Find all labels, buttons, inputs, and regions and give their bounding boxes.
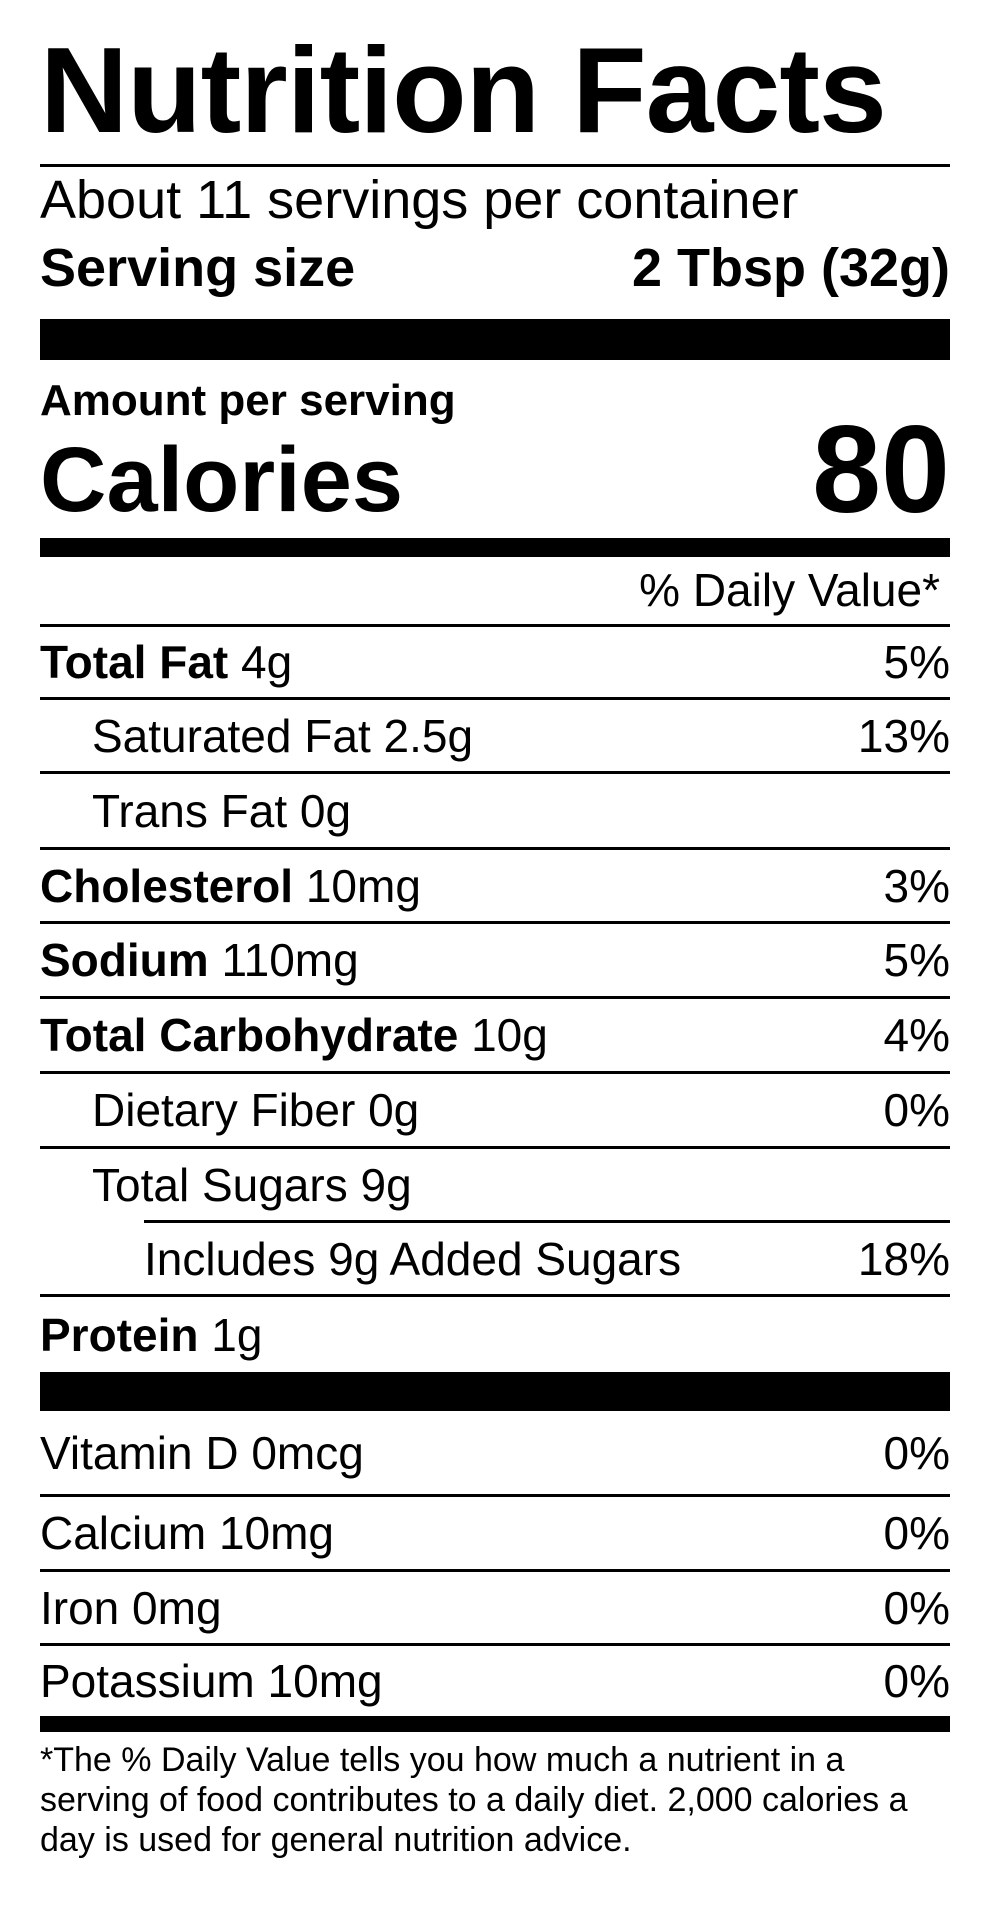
nutrient-name: Calcium xyxy=(40,1507,207,1559)
nutrient-amount: 4g xyxy=(241,636,293,688)
serving-size-value: 2 Tbsp (32g) xyxy=(631,238,950,298)
nutrient-name: Total Fat xyxy=(40,636,229,688)
nutrient-dv: 0% xyxy=(883,1507,950,1559)
divider xyxy=(40,1569,950,1572)
nutrient-dv: 5% xyxy=(883,934,950,986)
nutrient-name: Dietary Fiber xyxy=(92,1084,356,1136)
serving-size-row: Serving size 2 Tbsp (32g) xyxy=(40,236,950,300)
divider xyxy=(40,624,950,627)
nutrient-dv: 0% xyxy=(883,1426,950,1479)
nutrient-row-saturated-fat: Saturated Fat 2.5g 13% xyxy=(40,700,950,771)
nutrient-row-sodium: Sodium 110mg 5% xyxy=(40,924,950,996)
nutrient-name: Protein xyxy=(40,1308,199,1361)
nutrient-amount: 10mg xyxy=(305,859,421,912)
divider xyxy=(40,164,950,167)
divider xyxy=(40,697,950,700)
nutrient-amount: 0mcg xyxy=(251,1426,364,1479)
nutrient-row-cholesterol: Cholesterol 10mg 3% xyxy=(40,850,950,921)
divider xyxy=(144,1220,950,1223)
nutrient-amount: 10g xyxy=(471,1009,548,1061)
calories-row: Calories 80 xyxy=(40,405,950,535)
divider xyxy=(40,1071,950,1074)
nutrient-amount: 9g xyxy=(360,1158,412,1211)
nutrient-name: Total Carbohydrate xyxy=(40,1009,459,1061)
nutrient-name: Potassium xyxy=(40,1655,255,1707)
nutrient-row-dietary-fiber: Dietary Fiber 0g 0% xyxy=(40,1074,950,1146)
nutrient-name: Iron xyxy=(40,1581,120,1634)
nutrient-amount: 0g xyxy=(299,784,352,837)
nutrient-row-added-sugars: Includes 9g Added Sugars 18% xyxy=(40,1223,950,1294)
calories-label: Calories xyxy=(40,429,404,531)
micronutrient-row-iron: Iron 0mg 0% xyxy=(40,1572,950,1643)
servings-per-container: About 11 servings per container xyxy=(40,170,799,230)
thick-divider xyxy=(40,319,950,360)
nutrient-dv: 3% xyxy=(883,859,950,912)
nutrient-dv: 5% xyxy=(883,636,950,688)
nutrient-row-protein: Protein 1g xyxy=(40,1297,950,1372)
nutrient-amount: 0mg xyxy=(132,1581,222,1634)
nutrient-amount: 10mg xyxy=(218,1507,335,1559)
nutrient-dv: 0% xyxy=(883,1084,950,1136)
divider xyxy=(40,1294,950,1297)
micronutrient-row-potassium: Potassium 10mg 0% xyxy=(40,1646,950,1716)
nutrient-amount: 110mg xyxy=(221,934,359,986)
nutrient-amount: 1g xyxy=(211,1308,263,1361)
micronutrient-row-calcium: Calcium 10mg 0% xyxy=(40,1497,950,1569)
nutrient-name: Total Sugars xyxy=(92,1158,348,1211)
footnote: *The % Daily Value tells you how much a … xyxy=(40,1741,908,1859)
nutrient-row-total-sugars: Total Sugars 9g xyxy=(40,1149,950,1220)
medium-divider xyxy=(40,1716,950,1732)
divider xyxy=(40,1494,950,1497)
nutrient-amount: 10mg xyxy=(267,1655,383,1707)
nutrient-name: Sodium xyxy=(40,934,209,986)
nutrient-name: Saturated Fat xyxy=(92,709,371,762)
micronutrient-row-vitamin-d: Vitamin D 0mcg 0% xyxy=(40,1411,950,1494)
divider xyxy=(40,847,950,850)
amount-per-serving: Amount per serving xyxy=(40,376,456,425)
nutrient-row-trans-fat: Trans Fat 0g xyxy=(40,774,950,847)
nutrient-dv: 0% xyxy=(883,1581,950,1634)
divider xyxy=(40,1643,950,1646)
divider xyxy=(40,996,950,999)
serving-size-label: Serving size xyxy=(40,238,356,298)
divider xyxy=(40,1146,950,1149)
nutrient-dv: 13% xyxy=(857,709,950,762)
divider xyxy=(40,771,950,774)
calories-value: 80 xyxy=(812,401,950,539)
nutrient-row-total-carbohydrate: Total Carbohydrate 10g 4% xyxy=(40,999,950,1071)
medium-divider xyxy=(40,538,950,557)
nutrient-row-total-fat: Total Fat 4g 5% xyxy=(40,627,950,697)
divider xyxy=(40,921,950,924)
nutrient-name: Vitamin D xyxy=(40,1426,239,1479)
nutrient-name: Cholesterol xyxy=(40,859,294,912)
thick-divider xyxy=(40,1372,950,1411)
nutrient-amount: 0g xyxy=(368,1084,420,1136)
label-title: Nutrition Facts xyxy=(40,22,887,158)
nutrient-amount: 2.5g xyxy=(383,709,474,762)
nutrient-name: Trans Fat xyxy=(92,784,288,837)
nutrient-dv: 18% xyxy=(857,1232,950,1285)
nutrient-dv: 0% xyxy=(883,1655,950,1707)
daily-value-header: % Daily Value* xyxy=(639,564,940,616)
nutrient-dv: 4% xyxy=(883,1009,950,1061)
nutrient-name: Includes 9g Added Sugars xyxy=(144,1232,682,1285)
